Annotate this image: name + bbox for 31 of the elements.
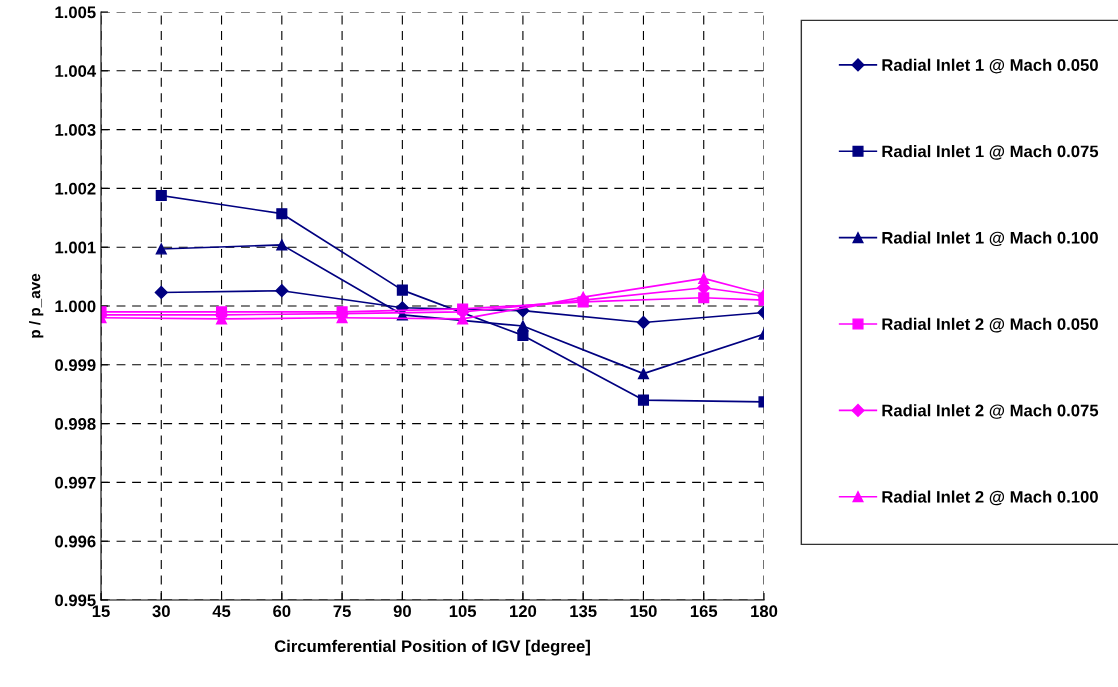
y-tick-label: 1.002 — [55, 182, 96, 195]
x-tick-label: 150 — [630, 605, 657, 618]
legend-label: Radial Inlet 2 @ Mach 0.100 — [882, 490, 1098, 506]
y-tick-label: 0.997 — [55, 476, 96, 489]
y-tick-label: 0.995 — [55, 594, 96, 607]
x-tick-label: 135 — [570, 605, 597, 618]
legend-label: Radial Inlet 2 @ Mach 0.050 — [882, 317, 1098, 333]
x-tick-label: 75 — [333, 605, 351, 618]
y-tick-label: 0.996 — [55, 535, 96, 548]
x-tick-label: 105 — [449, 605, 477, 618]
y-tick-label: 0.999 — [55, 359, 96, 371]
y-tick-label: 1.000 — [55, 300, 96, 313]
x-tick-label: 60 — [273, 605, 291, 618]
legend-label: Radial Inlet 1 @ Mach 0.075 — [882, 145, 1099, 160]
y-tick-label: 1.004 — [55, 65, 97, 77]
x-tick-label: 165 — [690, 605, 718, 618]
x-tick-label: 45 — [212, 605, 231, 618]
y-tick-label: 1.001 — [55, 241, 96, 254]
y-tick-label: 1.003 — [55, 124, 96, 136]
y-axis-title: p / p_ave — [29, 273, 44, 338]
x-tick-label: 30 — [152, 605, 170, 618]
legend-label: Radial Inlet 2 @ Mach 0.075 — [882, 404, 1099, 419]
x-axis-title: Circumferential Position of IGV [degree] — [274, 639, 590, 656]
y-tick-label: 1.005 — [55, 6, 96, 19]
legend-label: Radial Inlet 1 @ Mach 0.050 — [882, 58, 1098, 74]
legend-label: Radial Inlet 1 @ Mach 0.100 — [882, 231, 1098, 247]
x-tick-label: 120 — [510, 605, 537, 618]
x-tick-label: 15 — [92, 605, 110, 618]
x-tick-label: 90 — [393, 605, 411, 618]
y-tick-label: 0.998 — [55, 418, 96, 430]
x-tick-label: 180 — [751, 605, 778, 618]
